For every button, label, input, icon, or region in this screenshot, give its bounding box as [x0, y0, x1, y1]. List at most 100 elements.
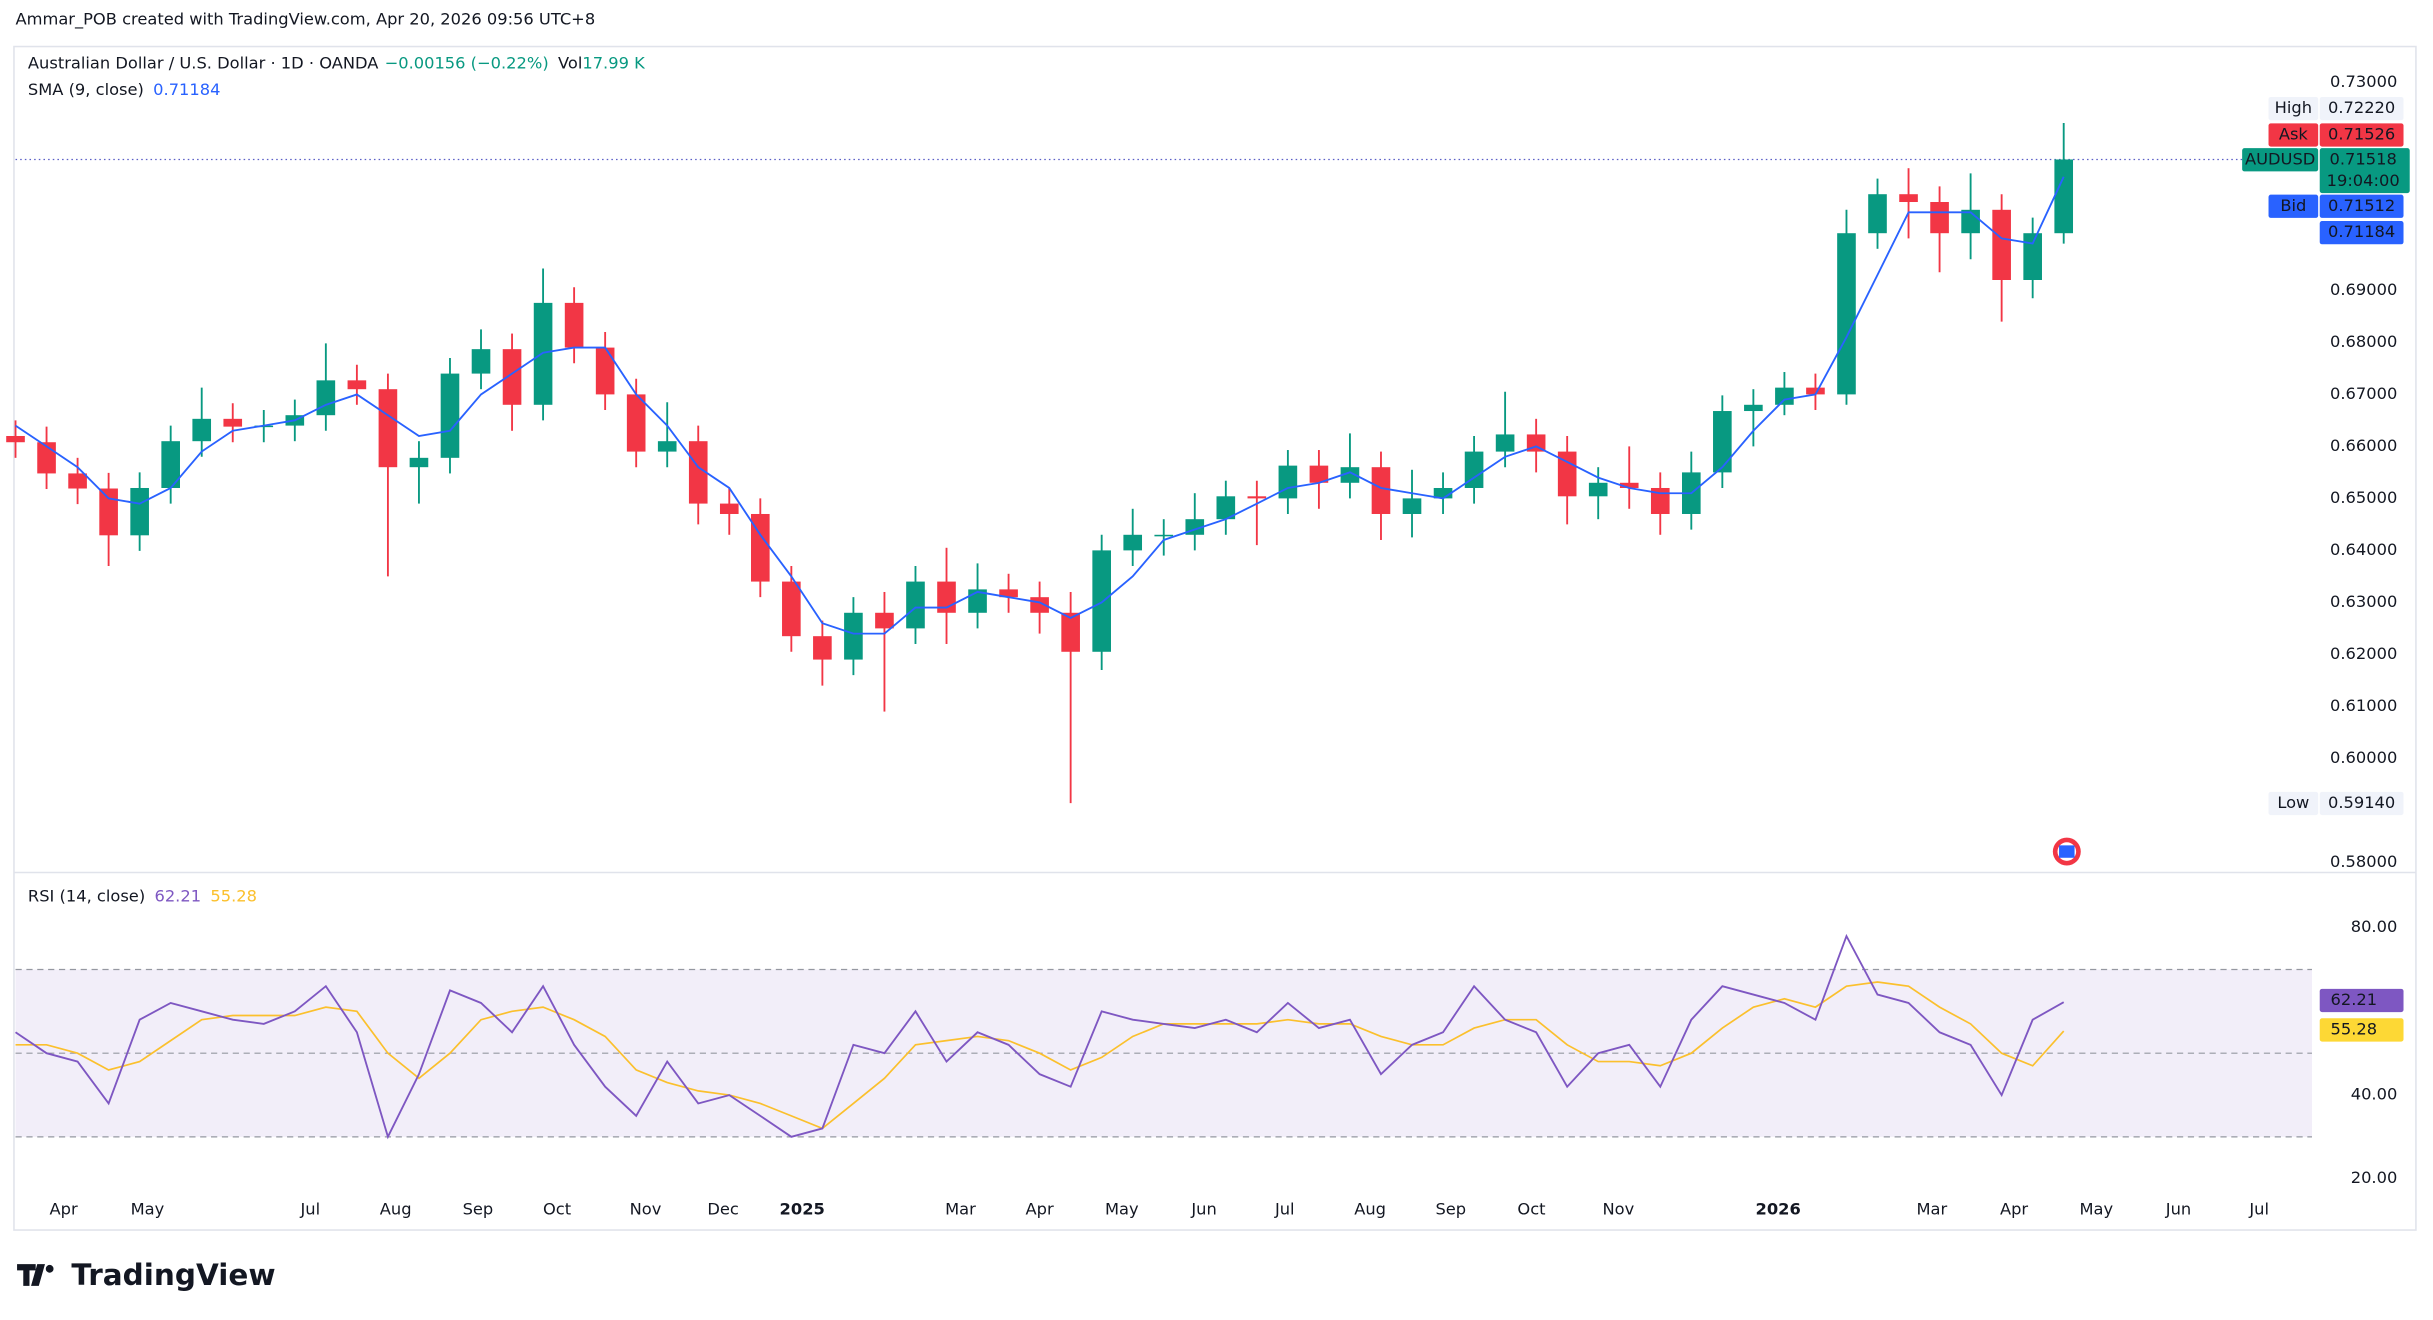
price-tick-label: 0.58000	[2330, 852, 2397, 871]
candle-body	[99, 488, 118, 536]
candle-body	[1278, 465, 1298, 499]
rsi-value: 62.21	[154, 886, 201, 905]
marker-name-bg	[2268, 123, 2319, 147]
sma-value: 0.71184	[153, 79, 220, 98]
candle-body	[6, 435, 25, 443]
marker-name: Bid	[2280, 196, 2306, 215]
time-tick-label: Apr	[50, 1199, 78, 1218]
candle-body	[161, 441, 180, 488]
candle-body	[347, 380, 367, 390]
candle-body	[657, 441, 677, 452]
candle-body	[1123, 534, 1143, 551]
candle-body	[1806, 387, 1825, 395]
volume-value: 17.99 K	[582, 53, 646, 72]
marker-value: 0.71526	[2328, 124, 2395, 143]
rsi-legend: RSI (14, close) 62.21 55.28	[28, 886, 257, 905]
candle-body	[999, 589, 1018, 598]
candle-body	[782, 581, 801, 637]
marker-value-bg	[2319, 123, 2404, 147]
symbol-badge-bg	[2242, 148, 2319, 172]
candle-body	[1340, 467, 1360, 483]
marker-name-bg	[2268, 791, 2319, 816]
candle-body	[192, 418, 212, 442]
time-tick-label: Jul	[1274, 1199, 1295, 1218]
time-tick-label: Jun	[1190, 1199, 1216, 1218]
candle-body	[719, 503, 739, 514]
candle-body	[1154, 534, 1174, 537]
rsi-ma-badge: 55.28	[2331, 1019, 2378, 1038]
last-price-bg	[2319, 148, 2410, 194]
candle-body	[688, 441, 708, 504]
price-tick-label: 0.69000	[2330, 280, 2397, 299]
candle-body	[564, 302, 584, 348]
price-tick-label: 0.64000	[2330, 540, 2397, 559]
sma-legend: SMA (9, close) 0.71184	[28, 79, 221, 98]
time-tick-label: Mar	[945, 1199, 976, 1218]
rsi-ma-line	[15, 981, 2065, 1130]
logo-text: TradingView	[71, 1258, 275, 1292]
time-tick-label: 2025	[780, 1199, 825, 1218]
time-tick-label: Oct	[543, 1199, 571, 1218]
time-tick-label: Jul	[2248, 1199, 2269, 1218]
candle-body	[1216, 496, 1236, 520]
candle-body	[751, 513, 770, 582]
marker-value-bg	[2319, 791, 2404, 816]
last-price-value: 0.71518	[2330, 149, 2397, 168]
price-tick-label: 0.62000	[2330, 644, 2397, 663]
rsi-badge: 62.21	[2331, 990, 2378, 1009]
time-tick-label: Nov	[1603, 1199, 1635, 1218]
candle-body	[1309, 465, 1329, 483]
rsi-name: RSI (14, close)	[28, 886, 145, 905]
candle-body	[626, 394, 646, 452]
time-tick-label: May	[2079, 1199, 2113, 1218]
sma-line	[14, 176, 2065, 635]
candle-body	[1619, 482, 1639, 488]
candle-body	[1495, 434, 1515, 452]
candle-body	[502, 349, 522, 405]
time-tick-label: Sep	[1435, 1199, 1466, 1218]
symbol-badge: AUDUSD	[2245, 149, 2315, 168]
marker-value: 0.59140	[2328, 793, 2395, 812]
marker-name: Low	[2277, 793, 2309, 812]
sma-badge: 0.71184	[2328, 222, 2395, 241]
candle-body	[223, 418, 243, 427]
time-tick-label: Aug	[380, 1199, 412, 1218]
time-tick-label: Aug	[1354, 1199, 1386, 1218]
rsi-line	[14, 933, 2065, 1140]
rsi-band-fill	[15, 969, 2312, 1137]
price-change: −0.00156 (−0.22%)	[385, 53, 549, 72]
marker-value: 0.71512	[2328, 196, 2395, 215]
price-tick-label: 0.63000	[2330, 592, 2397, 611]
price-tick-label: 0.68000	[2330, 332, 2397, 351]
candle-body	[1650, 487, 1670, 514]
candle-body	[906, 581, 925, 629]
candle-body	[378, 389, 398, 468]
volume-name: Vol	[558, 53, 582, 72]
candles	[6, 122, 2074, 804]
candle-body	[1247, 496, 1267, 499]
candle-body	[1930, 202, 1949, 234]
time-tick-label: Dec	[707, 1199, 738, 1218]
rsi-ma-value: 55.28	[210, 886, 257, 905]
time-tick-label: 2026	[1756, 1199, 1801, 1218]
candle-body	[1992, 209, 2011, 281]
price-tick-label: 0.67000	[2330, 384, 2397, 403]
price-tick-label: 0.61000	[2330, 696, 2397, 715]
candle-body	[409, 457, 429, 468]
candle-body	[1775, 387, 1794, 405]
sma-name: SMA (9, close)	[28, 79, 144, 98]
rsi-ma-badge-bg	[2319, 1018, 2404, 1042]
candle-body	[1868, 194, 1887, 234]
candle-body	[2023, 233, 2042, 281]
marker-name: High	[2275, 98, 2312, 117]
rsi-badge-bg	[2319, 988, 2404, 1013]
sma-badge-bg	[2319, 221, 2404, 245]
candle-body	[875, 612, 894, 629]
price-tick-label: 0.65000	[2330, 488, 2397, 507]
candle-body	[316, 380, 336, 416]
tradingview-logo: TradingView	[17, 1258, 276, 1292]
candle-body	[1092, 550, 1111, 652]
marker-name: Ask	[2279, 124, 2309, 143]
candle-body	[1713, 411, 1732, 473]
candle-body	[1837, 233, 1856, 395]
